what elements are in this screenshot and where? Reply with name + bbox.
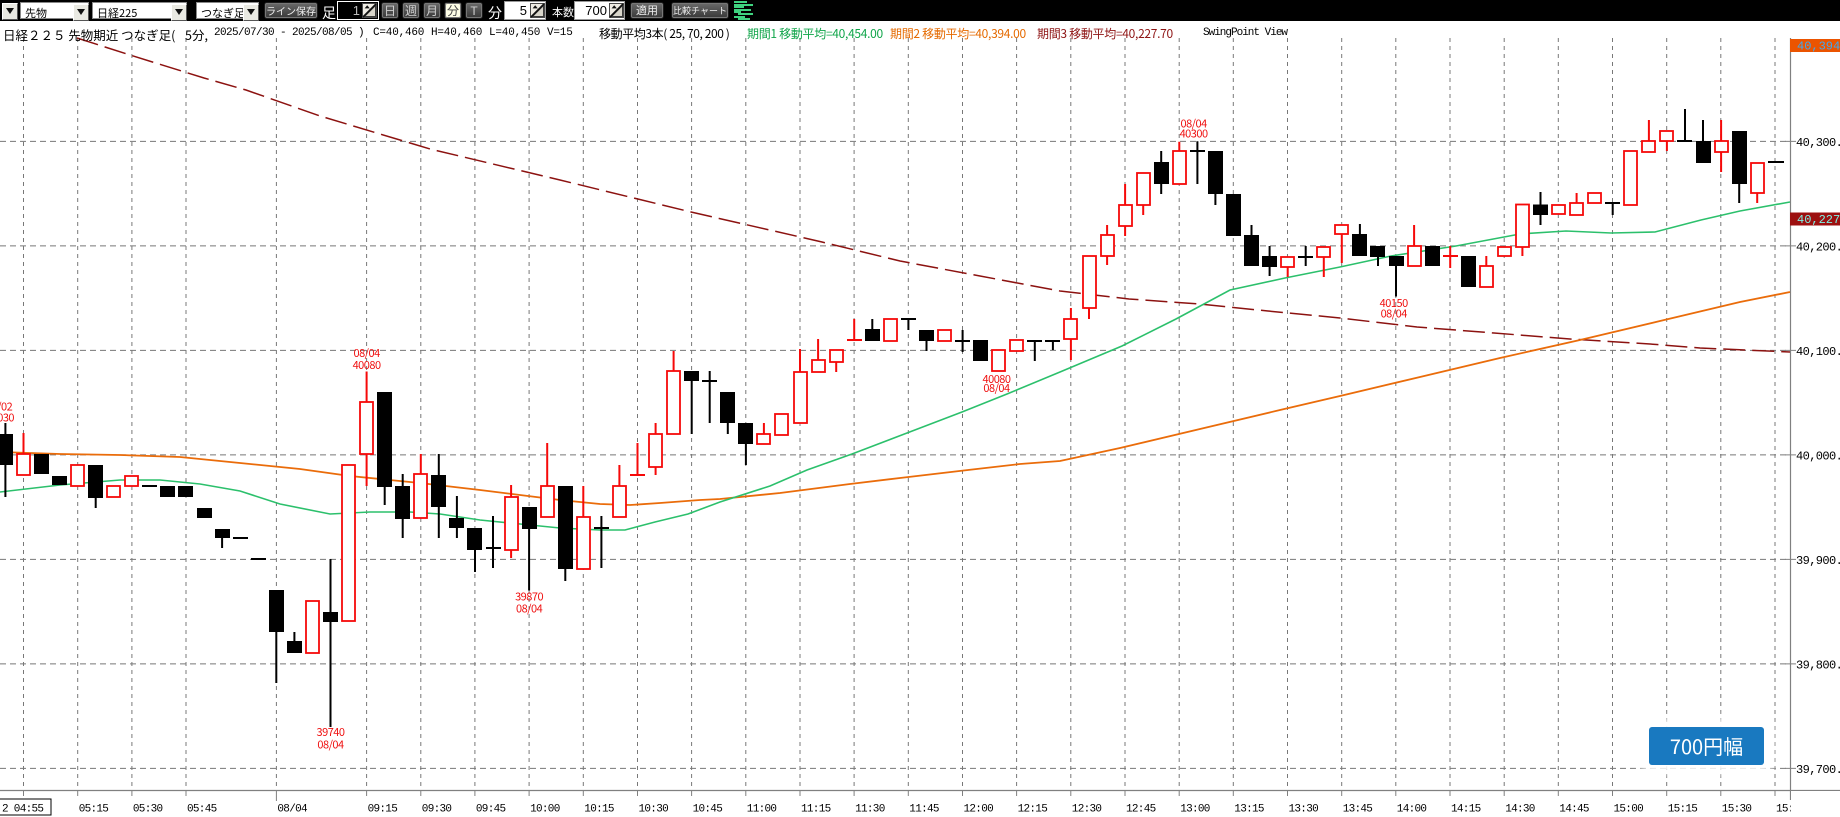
svg-text:08/04: 08/04 (277, 804, 308, 816)
svg-text:40080: 40080 (982, 371, 1010, 387)
svg-text:08/04: 08/04 (317, 737, 344, 753)
svg-text:40,100.00: 40,100.00 (1796, 345, 1840, 359)
svg-text:14:30: 14:30 (1505, 804, 1535, 816)
svg-text:13:45: 13:45 (1343, 804, 1373, 816)
svg-text:2 04:55: 2 04:55 (2, 804, 43, 816)
svg-text:08/04: 08/04 (1180, 116, 1207, 132)
svg-text:05:30: 05:30 (133, 804, 163, 816)
svg-text:13:15: 13:15 (1234, 804, 1264, 816)
svg-text:08/02: 08/02 (0, 399, 13, 415)
svg-text:39870: 39870 (515, 589, 543, 605)
svg-text:40150: 40150 (1380, 295, 1408, 311)
svg-text:10:15: 10:15 (584, 804, 614, 816)
svg-text:09:30: 09:30 (422, 804, 452, 816)
svg-text:15:30: 15:30 (1722, 804, 1752, 816)
svg-text:14:15: 14:15 (1451, 804, 1481, 816)
svg-text:14:45: 14:45 (1559, 804, 1589, 816)
svg-text:11:15: 11:15 (801, 804, 831, 816)
svg-text:15:00: 15:00 (1614, 804, 1644, 816)
svg-text:08/04: 08/04 (353, 345, 380, 361)
svg-text:09:45: 09:45 (476, 804, 506, 816)
svg-text:12:30: 12:30 (1072, 804, 1102, 816)
svg-text:12:45: 12:45 (1126, 804, 1156, 816)
svg-text:05:45: 05:45 (187, 804, 217, 816)
svg-text:15:15: 15:15 (1668, 804, 1698, 816)
svg-text:39,700.00: 39,700.00 (1796, 763, 1840, 777)
svg-text:12:15: 12:15 (1018, 804, 1048, 816)
svg-text:14:00: 14:00 (1397, 804, 1427, 816)
svg-text:08/04: 08/04 (1381, 306, 1408, 322)
svg-text:11:45: 11:45 (909, 804, 939, 816)
svg-text:40030: 40030 (0, 410, 14, 426)
svg-text:10:45: 10:45 (693, 804, 723, 816)
svg-text:05:15: 05:15 (79, 804, 109, 816)
svg-text:08/04: 08/04 (516, 601, 543, 617)
svg-text:40,394.: 40,394. (1797, 40, 1840, 54)
svg-text:09:15: 09:15 (368, 804, 398, 816)
svg-text:13:00: 13:00 (1180, 804, 1210, 816)
svg-text:08/04: 08/04 (983, 380, 1010, 396)
svg-text:12:00: 12:00 (964, 804, 994, 816)
svg-text:13:30: 13:30 (1289, 804, 1319, 816)
svg-text:40,200.00: 40,200.00 (1796, 240, 1840, 254)
svg-text:40300: 40300 (1180, 126, 1208, 142)
svg-text:40,227.: 40,227. (1797, 213, 1840, 227)
svg-text:39,800.00: 39,800.00 (1796, 658, 1840, 672)
svg-text:40,000.00: 40,000.00 (1796, 449, 1840, 463)
svg-text:10:00: 10:00 (530, 804, 560, 816)
svg-text:40,300.00: 40,300.00 (1796, 136, 1840, 150)
svg-text:11:00: 11:00 (747, 804, 777, 816)
svg-text:39,900.00: 39,900.00 (1796, 554, 1840, 568)
svg-text:39740: 39740 (316, 724, 344, 740)
svg-text:10:30: 10:30 (639, 804, 669, 816)
svg-text:11:30: 11:30 (855, 804, 885, 816)
svg-text:40080: 40080 (353, 357, 381, 373)
